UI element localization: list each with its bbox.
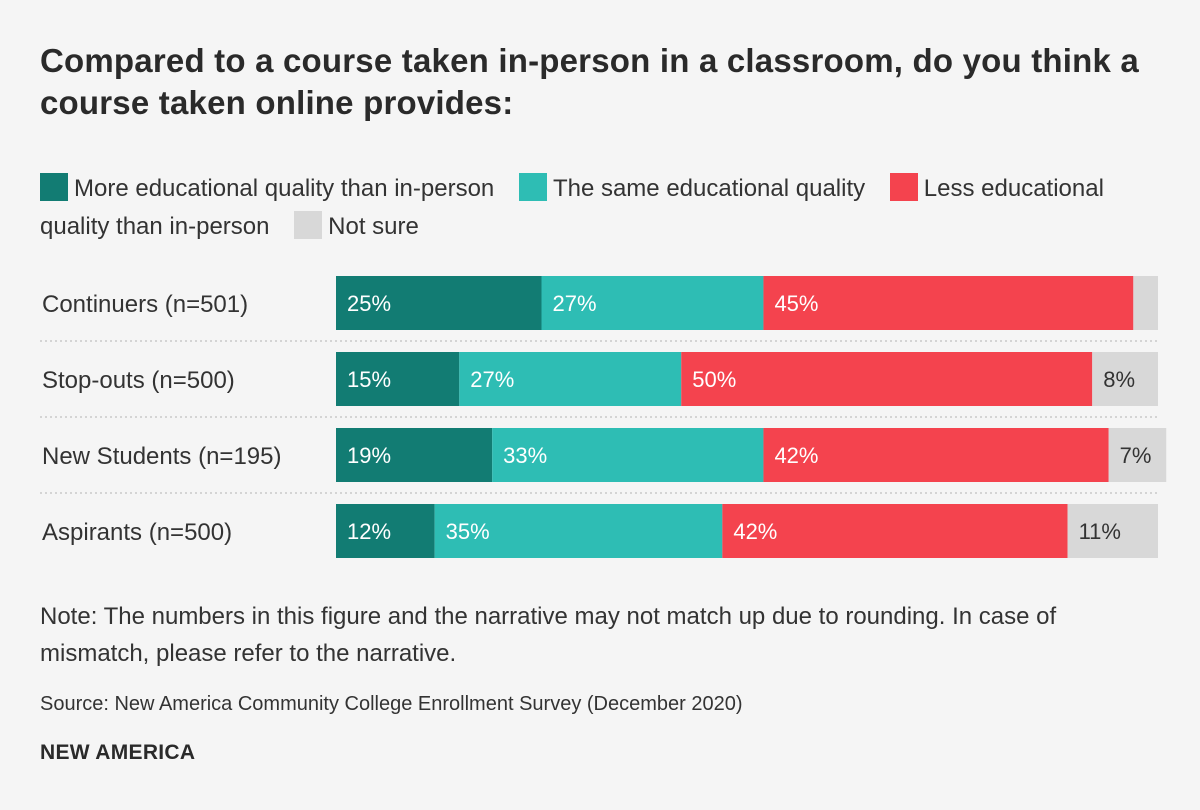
legend-item-more: More educational quality than in-person [40, 173, 495, 202]
bar-segment-less [763, 428, 1109, 482]
category-label: New Students (n=195) [42, 443, 281, 470]
data-label-less: 45% [774, 291, 818, 316]
data-label-same: 33% [503, 443, 547, 468]
stacked-bar-chart: Continuers (n=501) 25% 27% 45% Stop-outs (n=… [40, 276, 1167, 558]
bar-segment-not-sure [1108, 428, 1167, 482]
bar-segment-less [681, 352, 1093, 406]
data-label-less: 42% [733, 519, 777, 544]
bar-segment-same [541, 276, 764, 330]
bar-segment-not-sure [1067, 504, 1158, 558]
legend: More educational quality than in-person … [40, 170, 1150, 246]
legend-item-less: Less educational quality than in-person [40, 173, 1104, 240]
data-label-more: 25% [347, 291, 391, 316]
bar-segment-more [336, 352, 460, 406]
bar-segment-less [722, 504, 1068, 558]
bar-segment-more [336, 428, 493, 482]
legend-item-not-sure: Not sure [294, 211, 419, 240]
bar-segment-not-sure [1092, 352, 1158, 406]
bar-segment-same [492, 428, 764, 482]
legend-label-same: The same educational quality [552, 175, 866, 202]
legend-label-not-sure: Not sure [328, 213, 419, 240]
bar-segment-same [459, 352, 682, 406]
legend-item-same: The same educational quality [518, 173, 866, 202]
bar-segment-same [434, 504, 723, 558]
brand-logo-text: NEW AMERICA [40, 741, 196, 764]
data-label-less: 42% [774, 443, 818, 468]
data-label-not-sure: 11% [1079, 519, 1121, 544]
data-label-more: 15% [347, 367, 391, 392]
data-label-more: 12% [347, 519, 391, 544]
chart-note: Note: The numbers in this figure and the… [40, 603, 1057, 667]
data-label-more: 19% [347, 443, 391, 468]
legend-swatch-not-sure [294, 211, 323, 239]
chart-source: Source: New America Community College En… [40, 693, 743, 715]
data-label-same: 27% [553, 291, 597, 316]
data-label-not-sure: 7% [1120, 443, 1152, 468]
category-label: Continuers (n=501) [42, 291, 248, 318]
legend-label-less: Less educational quality than in-person [40, 175, 1104, 240]
data-label-same: 27% [470, 367, 514, 392]
data-label-not-sure: 8% [1103, 367, 1135, 392]
bar-segment-more [336, 276, 542, 330]
chart-title: Compared to a course taken in-person in … [40, 42, 1139, 121]
data-label-less: 50% [692, 367, 736, 392]
bar-segment-not-sure [1133, 276, 1158, 330]
bar-segment-more [336, 504, 435, 558]
legend-swatch-more [40, 173, 68, 201]
legend-swatch-same [518, 173, 547, 201]
category-label: Aspirants (n=500) [42, 519, 232, 546]
data-label-same: 35% [446, 519, 490, 544]
category-label: Stop-outs (n=500) [42, 367, 235, 394]
legend-label-more: More educational quality than in-person [74, 175, 495, 202]
bar-segment-less [763, 276, 1134, 330]
legend-swatch-less [889, 173, 918, 201]
